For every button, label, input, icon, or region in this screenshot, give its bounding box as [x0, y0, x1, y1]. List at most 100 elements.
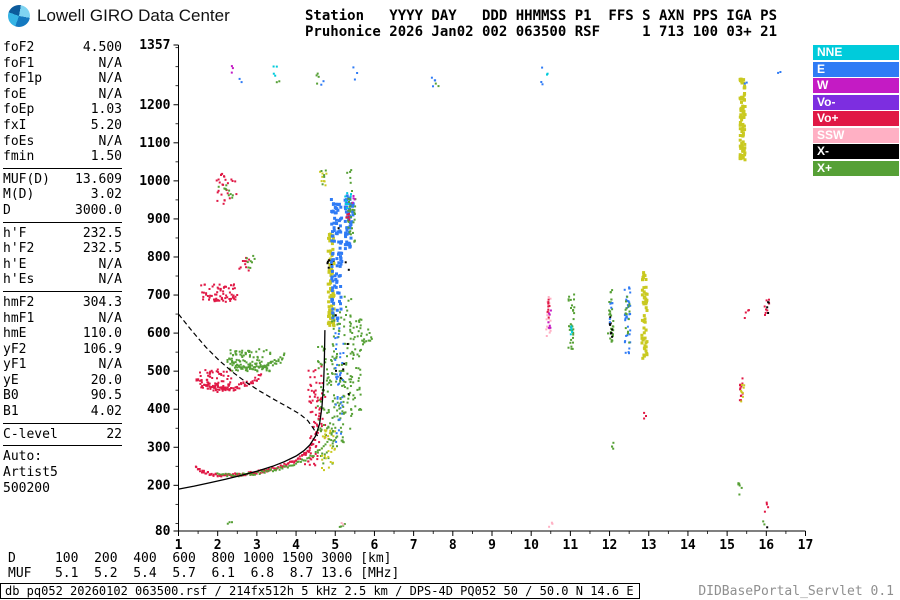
y-tick-label: 700: [147, 288, 171, 303]
param-label: yE: [3, 372, 19, 388]
muf-distance-table: D 100 200 400 600 800 1000 1500 3000 [km…: [8, 551, 399, 581]
param-value: 232.5: [82, 225, 122, 241]
y-tick-label: 1200: [139, 98, 170, 113]
param-row: hmF2 304.3: [3, 295, 122, 311]
param-label: D: [3, 202, 11, 218]
param-row: h'E N/A: [3, 257, 122, 273]
param-row: h'F 232.5: [3, 226, 122, 242]
y-tick-label: 900: [147, 212, 171, 227]
param-value: 304.3: [82, 294, 122, 310]
y-tick-label: 500: [147, 364, 171, 379]
legend-item-X+: X+: [813, 160, 899, 176]
param-label: fmin: [3, 149, 35, 165]
legend-item-NNE: NNE: [813, 45, 899, 60]
x-tick-label: 10: [523, 538, 539, 553]
y-tick-label: 600: [147, 326, 171, 341]
param-row: foF1 N/A: [3, 56, 122, 72]
param-row: h'Es N/A: [3, 272, 122, 288]
param-label: h'Es: [3, 272, 35, 288]
x-tick-label: 11: [563, 538, 579, 553]
x-tick-label: 5: [331, 538, 339, 553]
y-tick-label: 200: [147, 478, 171, 493]
param-value: N/A: [98, 86, 122, 102]
param-value: N/A: [98, 310, 122, 326]
param-value: 106.9: [82, 341, 122, 357]
param-label: yF1: [3, 357, 27, 373]
x-tick-label: 9: [488, 538, 496, 553]
y-tick-label: 1000: [139, 174, 170, 189]
param-row: h'F2 232.5: [3, 241, 122, 257]
auto-line: Artist5: [3, 465, 58, 481]
profile-curve: [178, 330, 326, 490]
param-label: h'E: [3, 256, 27, 272]
param-row: hmE 110.0: [3, 326, 122, 342]
axes: 8020030040050060070080090010001100120013…: [139, 38, 813, 553]
param-value: 3000.0: [75, 202, 122, 218]
station-header: Station YYYY DAY DDD HHMMSS P1 FFS S AXN…: [305, 8, 777, 40]
x-tick-label: 15: [719, 538, 735, 553]
param-value: 4.500: [82, 40, 122, 55]
x-tick-label: 16: [758, 538, 774, 553]
param-value: 1.03: [90, 102, 122, 118]
param-label: foF2: [3, 40, 35, 55]
x-tick-label: 12: [602, 538, 618, 553]
param-row: fmin 1.50: [3, 149, 122, 165]
param-label: B0: [3, 388, 19, 404]
x-tick-label: 13: [641, 538, 657, 553]
brand: Lowell GIRO Data Center: [8, 5, 230, 27]
legend-item-W: W: [813, 78, 899, 93]
x-tick-label: 6: [371, 538, 379, 553]
param-label: h'F2: [3, 241, 35, 257]
param-row: foE N/A: [3, 87, 122, 103]
param-label: M(D): [3, 187, 35, 203]
parameter-panel: foF2 4.500 foF1 N/A foF1p N/A foE N/A foEp 1.03 fx…: [3, 40, 122, 497]
param-value: N/A: [98, 71, 122, 87]
param-label: foEs: [3, 133, 35, 149]
param-label: B1: [3, 404, 19, 420]
param-value: 20.0: [90, 372, 122, 388]
station-header-row2: Pruhonice 2026 Jan02 002 063500 RSF 1 71…: [305, 24, 778, 40]
x-tick-label: 3: [253, 538, 261, 553]
param-value: N/A: [98, 55, 122, 71]
param-value: 5.20: [90, 117, 122, 133]
param-value: 22: [106, 426, 122, 442]
param-value: 90.5: [90, 388, 122, 404]
x-tick-label: 8: [449, 538, 457, 553]
y-tick-label: 300: [147, 440, 171, 455]
param-value: 13.609: [75, 171, 122, 187]
param-value: 4.02: [90, 404, 122, 420]
param-value: 1.50: [90, 149, 122, 165]
param-separator: [3, 167, 122, 169]
param-label: foF1: [3, 55, 35, 71]
param-label: hmF1: [3, 310, 35, 326]
param-label: h'F: [3, 225, 27, 241]
param-value: N/A: [98, 357, 122, 373]
param-label: foEp: [3, 102, 35, 118]
param-value: N/A: [98, 256, 122, 272]
param-separator: [3, 290, 122, 292]
param-label: hmF2: [3, 294, 35, 310]
param-value: N/A: [98, 272, 122, 288]
y-tick-label: 1357: [139, 38, 170, 53]
y-tick-label: 800: [147, 250, 171, 265]
param-row: MUF(D) 13.609: [3, 172, 122, 188]
param-value: 110.0: [82, 326, 122, 342]
param-row: B0 90.5: [3, 388, 122, 404]
param-separator: [3, 445, 122, 447]
muf-table-muf-row: MUF 5.1 5.2 5.4 5.7 6.1 6.8 8.7 13.6 [MH…: [8, 566, 400, 581]
param-value: 232.5: [82, 241, 122, 257]
param-row: foEp 1.03: [3, 102, 122, 118]
dashed-curve: [178, 313, 319, 437]
param-value: N/A: [98, 133, 122, 149]
y-tick-label: 80: [155, 524, 171, 539]
x-tick-label: 7: [410, 538, 418, 553]
muf-table-distance-row: D 100 200 400 600 800 1000 1500 3000 [km…: [8, 551, 392, 566]
param-row: yF2 106.9: [3, 342, 122, 358]
param-label: fxI: [3, 117, 27, 133]
servlet-version-label: DIDBasePortal_Servlet 0.1: [698, 584, 894, 599]
param-row: foF1p N/A: [3, 71, 122, 87]
status-bar: db pq052 20260102 063500.rsf / 214fx512h…: [0, 583, 640, 599]
param-label: C-level: [3, 426, 58, 442]
legend-item-Vo-: Vo-: [813, 94, 899, 110]
